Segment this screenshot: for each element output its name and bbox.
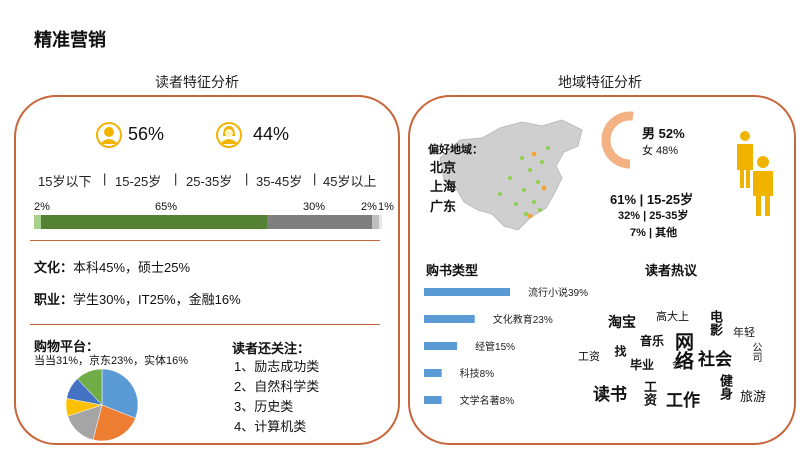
book-types-title: 购书类型	[426, 263, 479, 278]
hot-word: 电影	[708, 310, 723, 336]
pie-slice	[101, 368, 139, 419]
pie-slice	[77, 368, 103, 406]
age-bar-segment	[371, 215, 379, 229]
hot-word: 网络	[672, 332, 693, 370]
female-ratio: 女 48%	[642, 145, 679, 157]
city-label: 北京	[430, 160, 457, 175]
china-map	[430, 118, 590, 241]
male-pct: 56%	[128, 124, 165, 144]
book-type-label: 经管15%	[475, 340, 515, 353]
age-bar-label: 1%	[378, 201, 394, 213]
city-label: 广东	[430, 199, 457, 214]
job-row: 职业：学生30%，IT25%，金融16%	[34, 289, 241, 308]
age-ratio-line: 7% | 其他	[630, 227, 678, 239]
male-ratio: 男 52%	[642, 126, 685, 141]
culture-label: 文化：	[34, 260, 74, 275]
hot-word: 工资	[578, 351, 600, 363]
hot-word: 音乐	[640, 334, 665, 348]
hot-word: 社会	[698, 350, 732, 369]
age-bar-segment	[378, 215, 382, 229]
hot-word: 读书	[593, 385, 627, 404]
female-pct: 44%	[253, 124, 290, 144]
age-label: 45岁以上	[323, 174, 377, 189]
book-type-bar	[424, 369, 442, 377]
shopping-title: 购物平台：	[34, 339, 100, 354]
also-item: 2、自然科学类	[234, 379, 320, 394]
page-title: 精准营销	[34, 30, 106, 50]
age-label: 15岁以下	[38, 174, 92, 189]
job-label: 职业：	[34, 292, 74, 307]
book-type-bar	[424, 288, 510, 296]
gender-ring-chart	[601, 111, 634, 169]
book-type-label: 科技8%	[460, 367, 495, 380]
hot-word: 毕业	[630, 358, 655, 372]
age-bar-segment	[267, 215, 372, 229]
book-type-bar	[424, 396, 442, 404]
shopping-detail: 当当31%，京东23%，实体16%	[34, 355, 189, 367]
female-avatar-icon	[216, 122, 242, 153]
preferred-region-label: 偏好地域：	[428, 144, 483, 156]
hot-word: 旅游	[740, 389, 767, 404]
hot-topics-title: 读者热议	[645, 263, 698, 278]
hot-word: 找	[613, 345, 627, 357]
age-separator: |	[245, 171, 249, 186]
book-type-label: 文化教育23%	[493, 313, 553, 326]
age-separator: |	[103, 171, 107, 186]
book-type-label: 流行小说39%	[528, 286, 588, 299]
hot-word: 年轻	[733, 327, 755, 339]
gender-ring-arc	[601, 111, 634, 169]
age-bar-label: 2%	[361, 201, 377, 213]
shopping-pie-chart	[65, 368, 139, 442]
job-value: 学生30%，IT25%，金融16%	[73, 292, 241, 307]
culture-row: 文化：本科45%，硕士25%	[34, 257, 190, 276]
hot-word: 淘宝	[608, 314, 636, 330]
age-label: 15-25岁	[115, 174, 162, 189]
also-item: 3、历史类	[234, 399, 294, 414]
hot-word: 工资	[642, 380, 657, 406]
people-icon	[733, 130, 777, 221]
hot-word: 健身	[718, 374, 733, 400]
region-panel-title: 地域特征分析	[558, 74, 642, 90]
book-types-bar-chart: 流行小说39% 文化教育23% 经管15% 科技8% 文学名著8%	[424, 286, 588, 407]
age-ratio-line: 61% | 15-25岁	[610, 192, 694, 207]
hot-word: 公司	[750, 342, 761, 362]
reader-panel	[14, 95, 400, 445]
age-distribution-bar	[34, 215, 382, 229]
hot-word: 高大上	[656, 311, 689, 323]
age-label: 35-45岁	[256, 174, 303, 189]
book-type-bar	[424, 342, 458, 350]
age-bar-segment	[40, 215, 268, 229]
age-separator: |	[313, 171, 317, 186]
age-separator: |	[174, 171, 178, 186]
hot-word: 会	[672, 360, 682, 371]
age-bar-label: 65%	[155, 201, 178, 213]
pie-slice	[92, 404, 136, 442]
age-bar-label: 30%	[303, 201, 326, 213]
divider	[30, 240, 380, 241]
male-avatar-icon	[96, 122, 122, 153]
age-label: 25-35岁	[186, 174, 233, 189]
hot-word: 工作	[666, 391, 700, 410]
divider	[30, 324, 380, 325]
age-bar-segment	[34, 215, 41, 229]
book-type-bar	[424, 315, 475, 323]
also-item: 4、计算机类	[234, 419, 307, 434]
reader-panel-title: 读者特征分析	[155, 74, 239, 90]
age-ratio-line: 32% | 25-35岁	[618, 210, 689, 222]
city-label: 上海	[430, 179, 457, 194]
also-item: 1、励志成功类	[234, 359, 320, 374]
region-panel	[408, 95, 796, 445]
culture-value: 本科45%，硕士25%	[73, 260, 191, 275]
also-follow-title: 读者还关注：	[232, 341, 311, 356]
book-type-label: 文学名著8%	[460, 394, 515, 407]
age-bar-label: 2%	[34, 201, 50, 213]
